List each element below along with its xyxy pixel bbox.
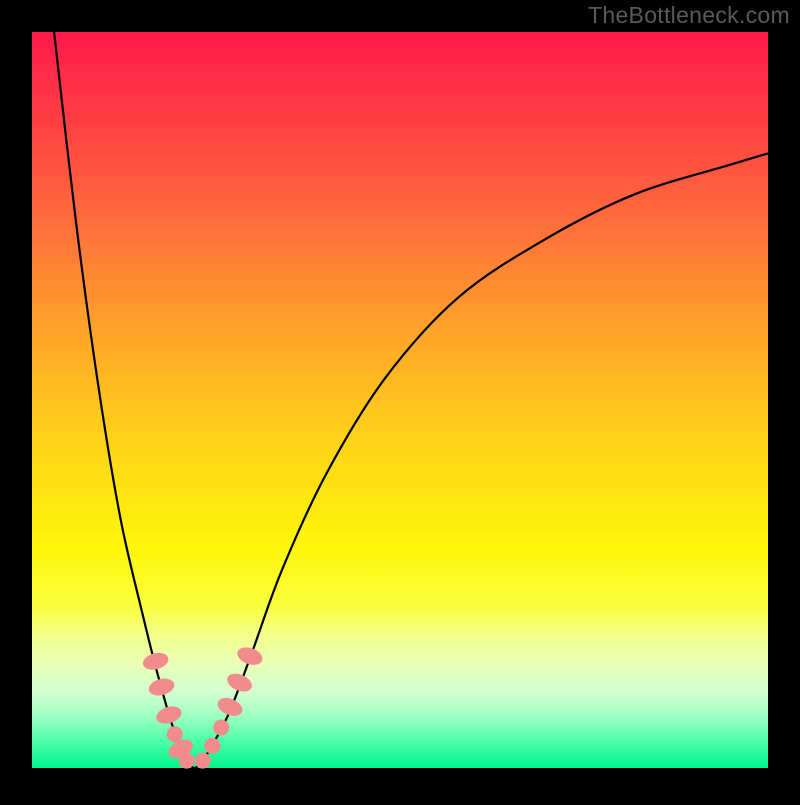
data-marker <box>213 720 229 736</box>
data-marker <box>167 726 183 742</box>
plot-gradient-background <box>32 32 768 768</box>
watermark-text: TheBottleneck.com <box>588 2 790 29</box>
bottleneck-chart <box>0 0 800 800</box>
chart-container <box>0 0 800 800</box>
data-marker <box>179 753 195 769</box>
data-marker <box>195 753 211 769</box>
data-marker <box>204 738 220 754</box>
